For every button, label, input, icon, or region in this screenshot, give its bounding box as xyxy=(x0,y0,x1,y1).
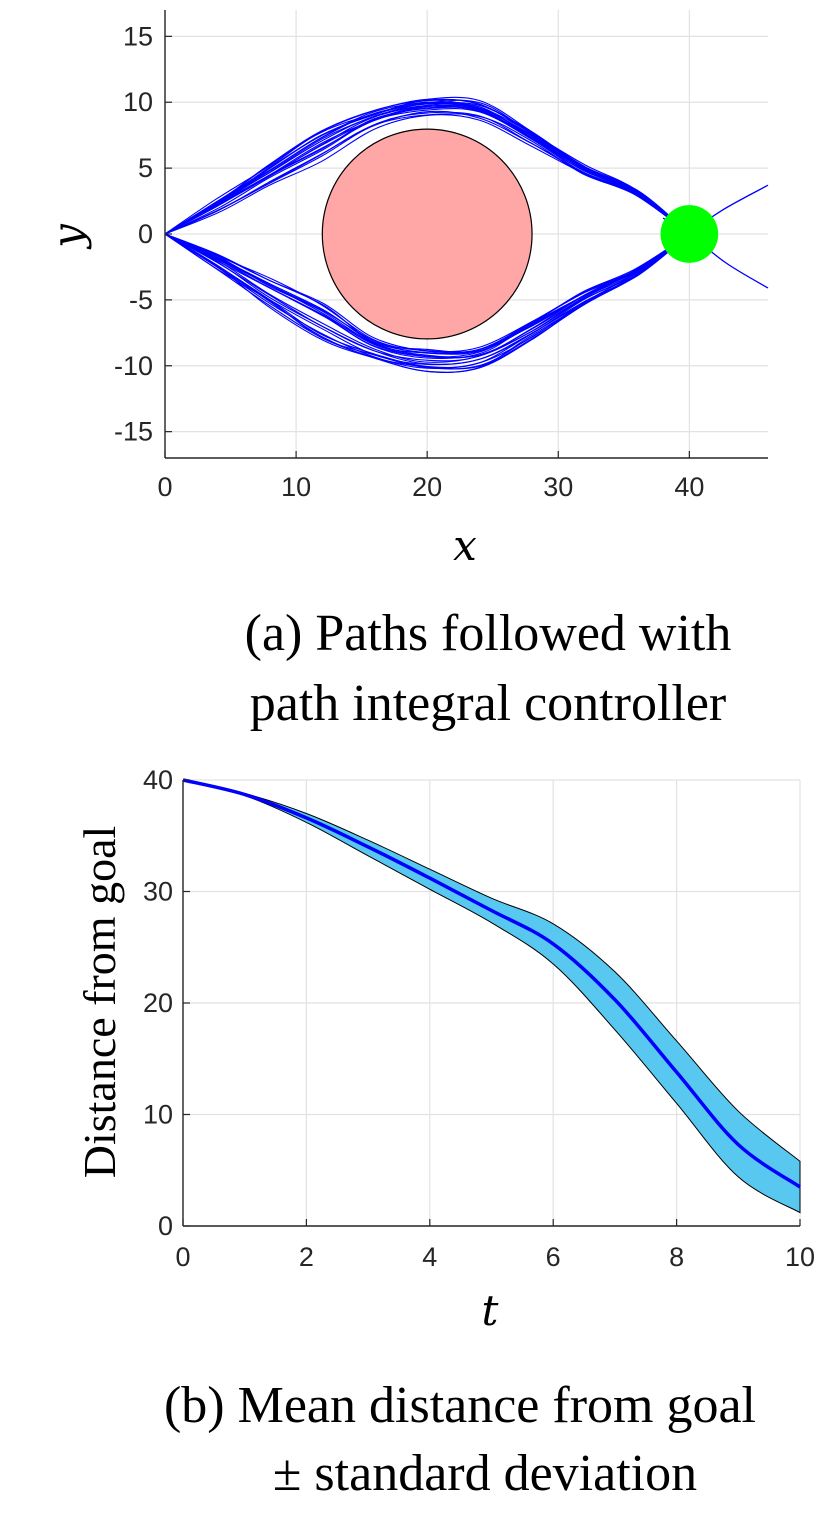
paths-ticks: 0 10 20 30 40 15 10 5 0 -5 -10 -15 xyxy=(114,10,768,502)
x-tick-label: 0 xyxy=(157,472,172,502)
y-tick-label: 15 xyxy=(123,21,153,51)
x-tick-label: 8 xyxy=(669,1242,684,1272)
trajectory-line xyxy=(164,233,690,353)
x-tick-label: 40 xyxy=(674,472,704,502)
caption-b-line2: ± standard deviation xyxy=(273,1445,697,1502)
trajectory-line xyxy=(164,111,690,235)
trajectory-line xyxy=(164,102,690,235)
trajectory-line xyxy=(164,233,690,362)
paths-y-label: y xyxy=(43,223,92,250)
trajectory-line xyxy=(164,233,690,359)
y-tick-label: -10 xyxy=(114,351,153,381)
trajectory-line xyxy=(164,233,690,353)
x-tick-label: 4 xyxy=(422,1242,437,1272)
trajectory-line xyxy=(164,233,690,363)
obstacle-circle xyxy=(321,128,533,340)
paths-x-label: x xyxy=(453,521,477,570)
y-tick-label: 10 xyxy=(123,87,153,117)
caption-a-line2: path integral controller xyxy=(250,675,726,732)
trajectories xyxy=(164,96,769,373)
x-tick-label: 0 xyxy=(175,1242,190,1272)
distance-x-label: t xyxy=(482,1286,499,1335)
x-tick-label: 10 xyxy=(785,1242,815,1272)
distance-y-label: Distance from goal xyxy=(74,826,125,1179)
trajectory-line xyxy=(164,113,690,235)
y-tick-label: -5 xyxy=(129,285,153,315)
x-tick-label: 30 xyxy=(543,472,573,502)
trajectory-line xyxy=(164,233,690,370)
paths-chart: 0 10 20 30 40 15 10 5 0 -5 -10 -15 x y (a) Paths fo… xyxy=(43,10,769,732)
y-tick-label: 20 xyxy=(143,988,173,1018)
std-band xyxy=(182,779,801,1214)
y-tick-label: 40 xyxy=(143,765,173,795)
goal-marker xyxy=(660,205,719,263)
y-tick-label: 0 xyxy=(158,1211,173,1241)
y-tick-label: 30 xyxy=(143,877,173,907)
x-tick-label: 2 xyxy=(299,1242,314,1272)
y-tick-label: 10 xyxy=(143,1100,173,1130)
y-tick-label: 5 xyxy=(138,153,153,183)
x-tick-label: 20 xyxy=(412,472,442,502)
x-tick-label: 10 xyxy=(281,472,311,502)
trajectory-line xyxy=(164,98,690,235)
caption-a-line1: (a) Paths followed with xyxy=(245,605,732,662)
distance-grid xyxy=(182,779,801,1227)
trajectory-line xyxy=(164,105,690,235)
mean-line xyxy=(182,778,801,1189)
x-tick-label: 6 xyxy=(546,1242,561,1272)
distance-chart: 0 2 4 6 8 10 0 10 20 30 40 t Distance from goal (b… xyxy=(74,765,815,1502)
y-tick-label: -15 xyxy=(114,417,153,447)
y-tick-label: 0 xyxy=(138,219,153,249)
caption-b-line1: (b) Mean distance from goal xyxy=(164,1377,756,1434)
distance-ticks: 0 2 4 6 8 10 0 10 20 30 40 xyxy=(143,765,815,1272)
